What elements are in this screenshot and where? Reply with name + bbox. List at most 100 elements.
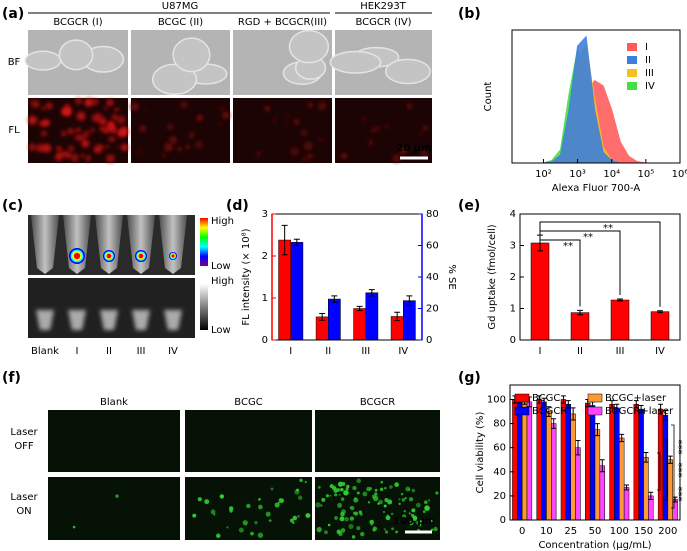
- y2-tick-label: 20: [426, 304, 439, 315]
- green-cell: [374, 488, 378, 492]
- green-cell: [411, 508, 416, 513]
- x-tick-label: 10: [540, 526, 553, 537]
- row-label: FL: [8, 125, 20, 136]
- y2-tick-label: 80: [426, 209, 439, 220]
- error-bar: [617, 298, 623, 302]
- bar: [619, 437, 625, 521]
- fluorescence: [46, 102, 53, 109]
- green-cell: [327, 523, 331, 527]
- legend-swatch: [514, 406, 530, 416]
- fluorescence: [67, 145, 75, 152]
- green-cell: [257, 532, 264, 538]
- green-cell: [395, 530, 399, 534]
- green-cell: [394, 482, 399, 487]
- error-bar: [667, 455, 673, 464]
- fluorescence: [84, 98, 94, 107]
- fluorescence: [116, 115, 126, 125]
- y2-tick-label: 40: [426, 272, 439, 283]
- green-cell: [294, 489, 300, 495]
- y2-axis-label: % SE: [446, 264, 457, 289]
- fluorescence: [114, 107, 119, 112]
- fluorescence: [99, 126, 104, 131]
- green-cell: [192, 513, 197, 518]
- green-cell: [278, 498, 282, 502]
- fluorescence: [285, 123, 289, 128]
- fluorescence: [418, 132, 423, 137]
- green-cell: [369, 519, 375, 525]
- green-cell: [332, 485, 337, 491]
- error-bar: [551, 418, 557, 429]
- fluorescence: [90, 127, 95, 133]
- green-cell: [349, 506, 352, 509]
- error-bar: [614, 403, 620, 413]
- green-cell: [329, 494, 332, 497]
- x-tick-label: II: [325, 346, 331, 357]
- error-bar: [595, 423, 600, 437]
- green-cell: [390, 512, 394, 516]
- error-bar: [599, 459, 605, 473]
- green-cell: [401, 498, 406, 502]
- fluorescence: [180, 101, 188, 109]
- x-tick-label: 10⁴: [603, 169, 620, 180]
- green-cell: [428, 499, 431, 502]
- row-label: Laser: [10, 492, 38, 503]
- green-cell: [340, 497, 345, 501]
- bar: [521, 399, 528, 521]
- y-tick-label: 0: [262, 335, 268, 346]
- green-cell: [382, 510, 386, 514]
- green-cell: [380, 480, 384, 484]
- fluorescence: [43, 119, 50, 126]
- x-tick-label: 10³: [569, 169, 586, 180]
- tube-label: IV: [168, 346, 178, 357]
- bar: [290, 242, 304, 341]
- green-cell: [411, 515, 418, 521]
- significance-bracket: [539, 233, 581, 307]
- green-cell: [374, 492, 378, 496]
- green-cell: [344, 516, 349, 522]
- bar: [623, 487, 630, 521]
- green-cell: [402, 514, 407, 519]
- tube-label: II: [106, 346, 112, 357]
- fluorescence: [31, 100, 40, 109]
- fluorescence: [60, 107, 70, 117]
- y-tick-label: 4: [510, 209, 516, 220]
- tube: [95, 215, 123, 274]
- error-bar: [648, 491, 654, 501]
- fluorescence: [303, 141, 313, 151]
- fluorescence: [384, 124, 389, 129]
- green-cell: [265, 511, 271, 517]
- green-cell: [325, 494, 330, 498]
- green-cell: [226, 526, 229, 529]
- fluorescence: [70, 153, 79, 162]
- fluorescence: [76, 127, 81, 132]
- fl-image: [48, 477, 180, 540]
- bar: [512, 399, 518, 521]
- tube-label: III: [137, 346, 146, 357]
- significance-bracket: [664, 439, 668, 501]
- error-bar: [356, 305, 363, 312]
- fluorescence: [197, 114, 204, 122]
- x-tick-label: 50: [589, 526, 602, 537]
- y-tick-label: 3: [510, 241, 516, 252]
- green-cell: [324, 530, 328, 535]
- bar: [565, 404, 571, 521]
- error-bar: [672, 496, 678, 503]
- green-cell: [398, 498, 401, 501]
- error-bar: [624, 484, 629, 491]
- green-cell: [356, 491, 360, 495]
- fluorescence: [301, 129, 307, 136]
- green-cell: [398, 502, 401, 506]
- green-cell: [384, 498, 389, 503]
- bar: [365, 292, 379, 341]
- significance-label: ***: [677, 487, 687, 502]
- fluorescence: [218, 122, 223, 126]
- fluorescence: [80, 153, 85, 158]
- green-cell: [320, 504, 323, 507]
- green-cell: [339, 516, 345, 522]
- tube-sample: [164, 310, 182, 330]
- error-bar: [663, 409, 668, 421]
- fluorescence: [75, 98, 82, 105]
- green-cell: [334, 516, 338, 520]
- tube-sample: [68, 310, 86, 330]
